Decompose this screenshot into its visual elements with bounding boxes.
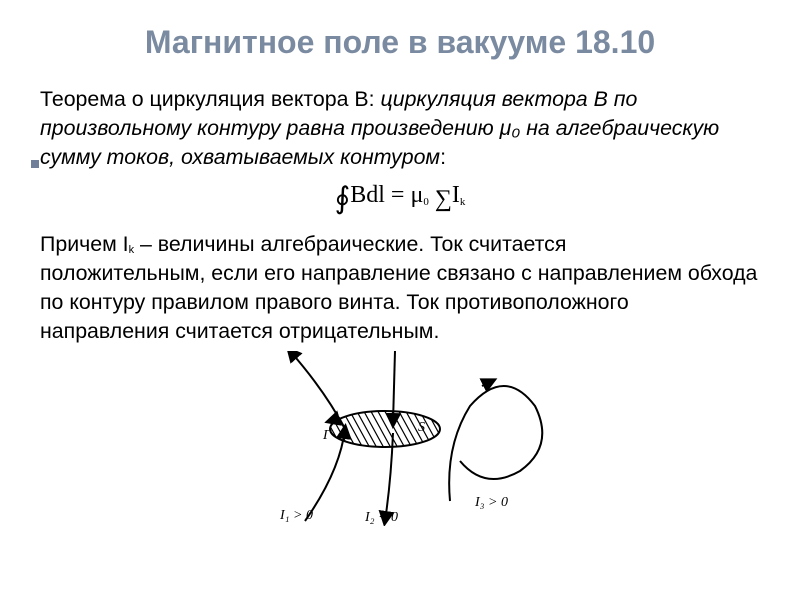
hatch-line [452,406,477,452]
formula-row: ∮Bdl = μ0 ∑Ik [40,181,760,216]
label-i3: I₃ > 0 [474,495,508,510]
para2-lead: Причем I [40,232,129,256]
hatch-line [375,406,400,452]
I: I [452,182,460,208]
bullet-square [31,160,39,168]
slide-title: Магнитное поле в вакууме 18.10 [40,24,760,61]
theorem-lead: Теорема о циркуляция вектора В: [40,87,381,111]
hatch-line [424,406,449,452]
para2-rest: – величины алгебраические. Ток считается [134,232,566,256]
theorem-paragraph: Теорема о циркуляция вектора В: циркуляц… [40,85,760,171]
sum-symbol: ∑ [435,186,452,212]
label-i1: I₁ > 0 [279,508,313,523]
mu: μ [410,182,423,208]
label-gamma: Γ [322,428,332,443]
current-i1-upper [290,351,345,429]
current-i3-arrow-icon [482,381,492,386]
current-i3-loop [449,386,542,501]
integrand: Bdl [350,182,385,208]
theorem-colon: : [440,145,446,169]
paragraph-3: положительным, если его направление связ… [40,259,760,345]
circulation-diagram: Γ S I₁ > 0 I₂ < 0 I₃ > 0 [235,351,565,526]
label-s: S [418,420,425,435]
circulation-formula: ∮Bdl = μ0 ∑Ik [335,182,466,208]
hatch-line [368,406,393,452]
equals: = [385,182,411,208]
I-sub: k [460,196,466,208]
paragraph-2: Причем Ik – величины алгебраические. Ток… [40,230,760,259]
diagram-container: Γ S I₁ > 0 I₂ < 0 I₃ > 0 [40,351,760,531]
mu-sub: 0 [423,196,429,208]
slide-root: Магнитное поле в вакууме 18.10 Теорема о… [0,0,800,600]
hatch-line [431,406,456,452]
oint-symbol: ∮ [335,182,351,215]
label-i2: I₂ < 0 [364,510,398,525]
